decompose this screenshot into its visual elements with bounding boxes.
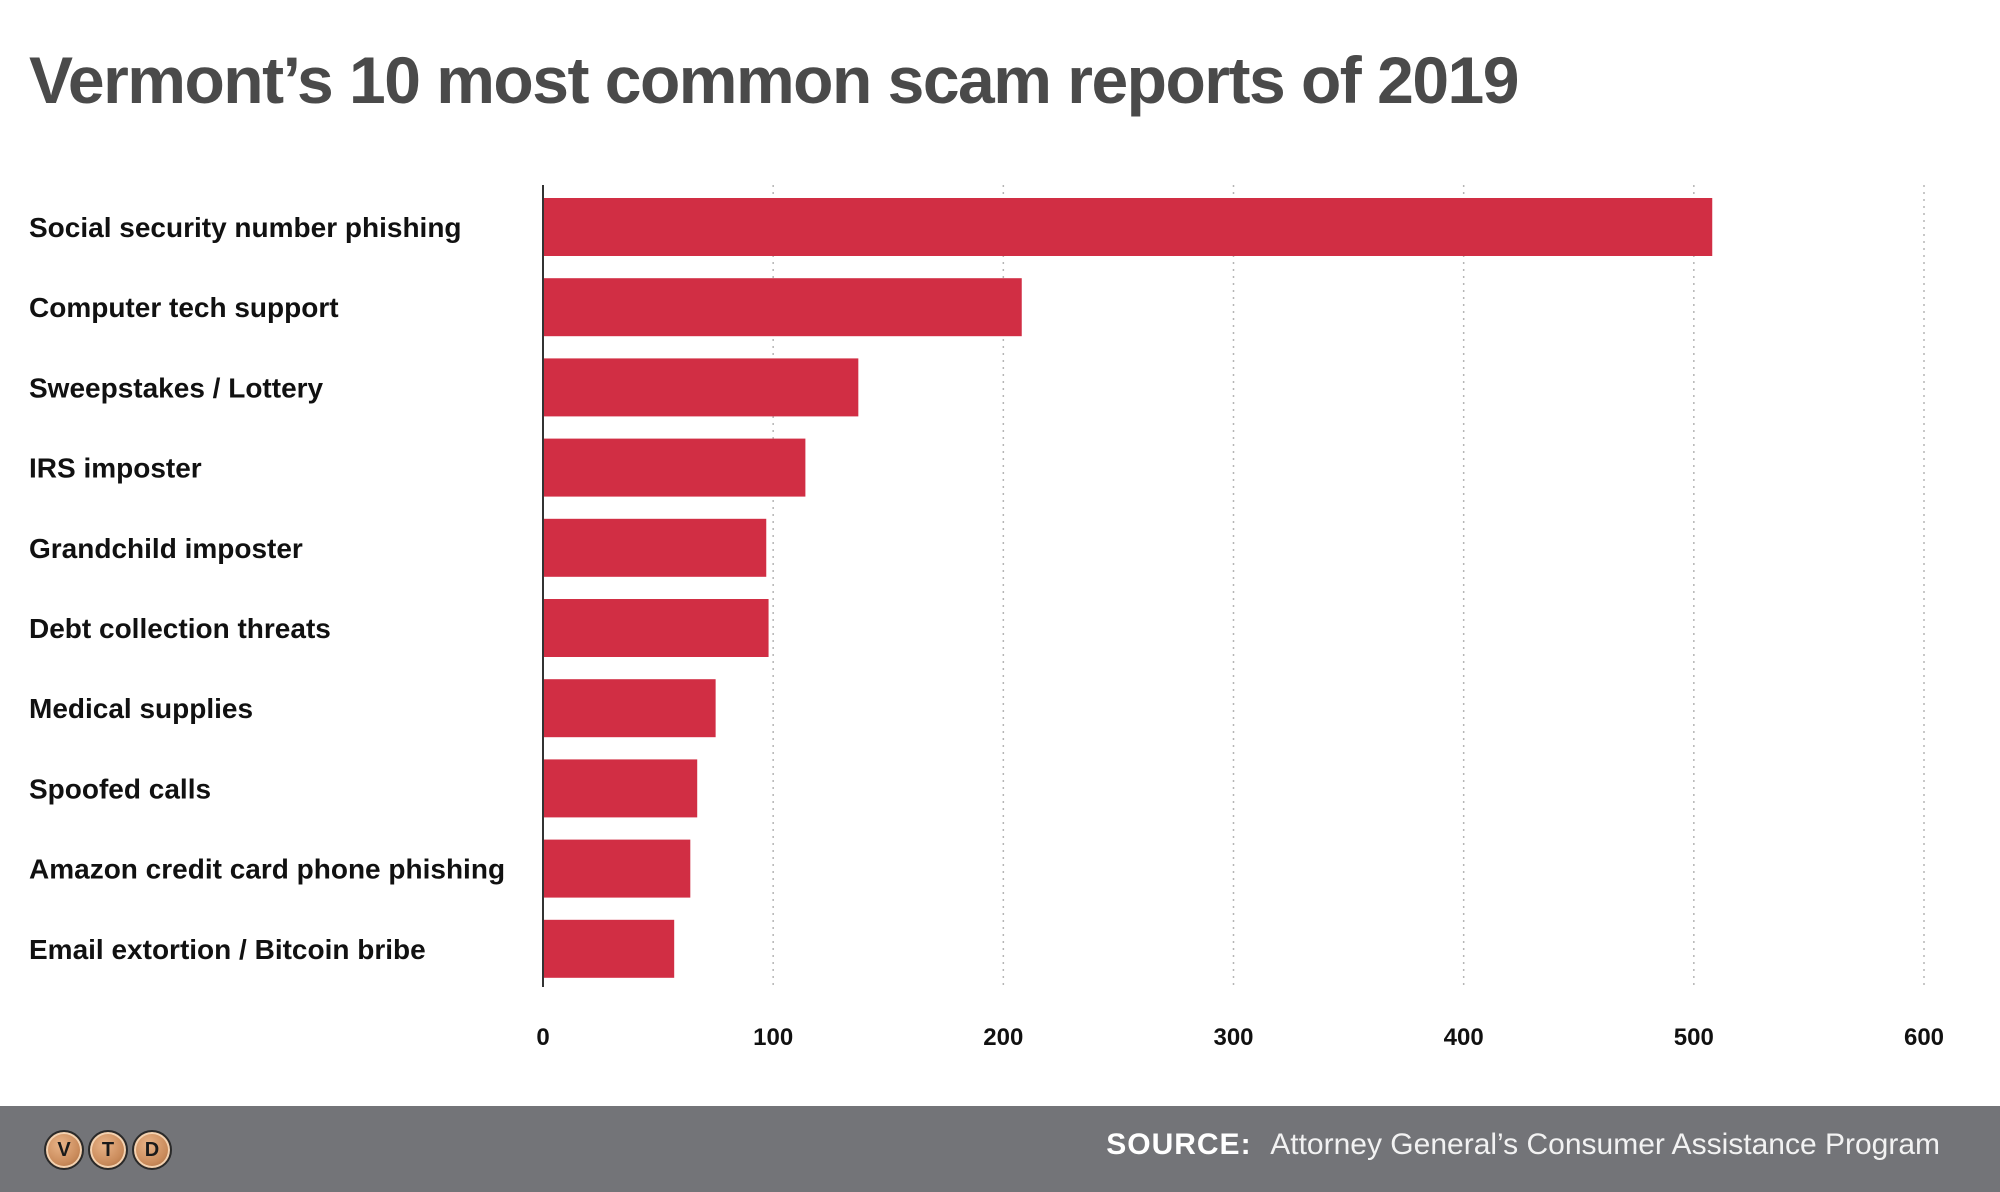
category-label-6: Debt collection threats: [29, 613, 331, 644]
bar-1: [543, 198, 1713, 256]
bars: [543, 198, 1713, 978]
source-text: Attorney General’s Consumer Assistance P…: [1270, 1128, 1940, 1161]
bar-6: [543, 599, 769, 657]
logo-letter-v: V: [44, 1130, 84, 1170]
x-tick-label-400: 400: [1444, 1024, 1484, 1051]
category-label-7: Medical supplies: [29, 693, 253, 724]
category-label-3: Sweepstakes / Lottery: [29, 372, 324, 403]
category-label-9: Amazon credit card phone phishing: [29, 854, 505, 885]
logo-letter-t: T: [88, 1130, 128, 1170]
category-label-5: Grandchild imposter: [29, 533, 303, 564]
x-tick-label-100: 100: [753, 1024, 793, 1051]
category-label-10: Email extortion / Bitcoin bribe: [29, 934, 426, 965]
x-tick-label-0: 0: [536, 1024, 549, 1051]
x-tick-label-200: 200: [983, 1024, 1023, 1051]
source-credit: SOURCE: Attorney General’s Consumer Assi…: [1106, 1128, 1940, 1162]
category-label-1: Social security number phishing: [29, 212, 462, 243]
category-labels: Social security number phishing Computer …: [29, 212, 505, 965]
footer-bar: V T D SOURCE: Attorney General’s Consume…: [0, 1106, 2000, 1192]
source-label: SOURCE:: [1106, 1128, 1252, 1161]
category-label-8: Spoofed calls: [29, 773, 211, 804]
x-axis-ticks: 0 100 200 300 400 500 600: [536, 1024, 1944, 1051]
logo-letter-d: D: [132, 1130, 172, 1170]
bar-5: [543, 518, 767, 577]
bar-3: [543, 358, 859, 417]
bar-chart: Social security number phishing Computer …: [29, 185, 1944, 1051]
category-label-2: Computer tech support: [29, 292, 339, 323]
bar-7: [543, 679, 716, 738]
bar-9: [543, 839, 691, 898]
bar-10: [543, 919, 675, 978]
x-tick-label-500: 500: [1674, 1024, 1714, 1051]
vtd-logo: V T D: [44, 1130, 172, 1170]
bar-4: [543, 438, 806, 497]
category-label-4: IRS imposter: [29, 453, 202, 484]
bar-8: [543, 759, 698, 818]
x-tick-label-300: 300: [1213, 1024, 1253, 1051]
x-tick-label-600: 600: [1904, 1024, 1944, 1051]
chart-title: Vermont’s 10 most common scam reports of…: [29, 43, 1519, 117]
bar-2: [543, 278, 1022, 337]
